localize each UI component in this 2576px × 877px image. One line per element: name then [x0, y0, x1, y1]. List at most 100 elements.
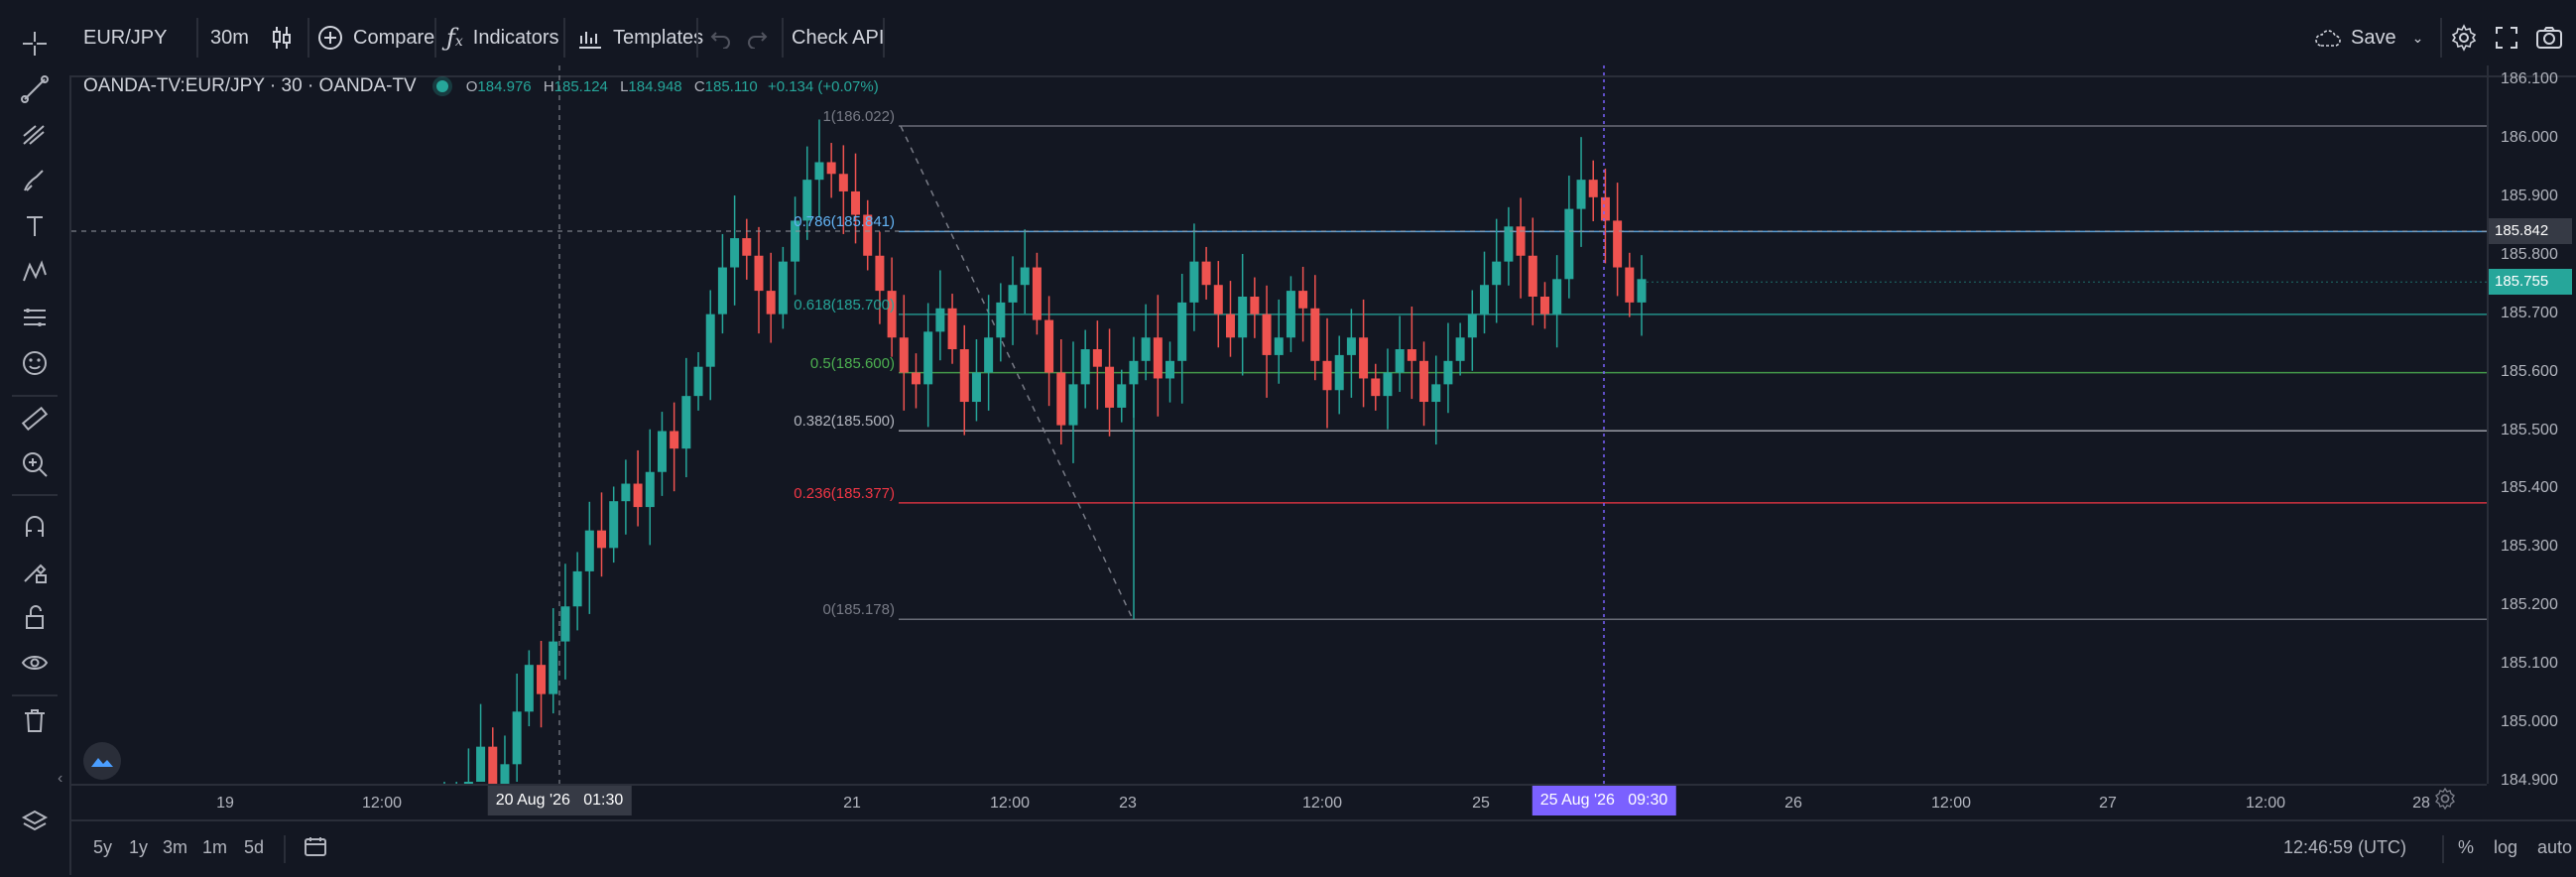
- magnet-icon[interactable]: [15, 506, 55, 546]
- candle-up: [1346, 337, 1356, 355]
- log-toggle[interactable]: log: [2494, 837, 2518, 857]
- price-tick-label: 185.700: [2501, 304, 2558, 321]
- candle-up: [1286, 291, 1295, 338]
- lock-drawing-icon[interactable]: [15, 552, 55, 591]
- save-button[interactable]: Save ⌄: [2313, 0, 2423, 75]
- candle-up: [814, 162, 824, 181]
- templates-button[interactable]: Templates: [577, 0, 703, 75]
- trend-line-icon[interactable]: [15, 69, 55, 109]
- indicators-button[interactable]: ƒx Indicators: [446, 0, 559, 75]
- candle-up: [1443, 360, 1453, 385]
- candle-down: [1225, 313, 1235, 338]
- check-api-label: Check API: [792, 26, 885, 49]
- range-1m[interactable]: 1m: [202, 837, 228, 857]
- candle-down: [1250, 296, 1260, 314]
- candle-down: [754, 255, 764, 292]
- candle-up: [621, 483, 631, 502]
- plus-circle-icon: [318, 26, 342, 50]
- clock-label[interactable]: 12:46:59 (UTC): [2283, 837, 2407, 857]
- logo-icon: [91, 758, 113, 767]
- candle-down: [596, 530, 606, 549]
- time-axis[interactable]: 19 12:00 21 12:00 23 12:00 25 26 12:00 27 12:00 28 2…: [71, 784, 2487, 819]
- settings-button[interactable]: [2450, 0, 2478, 75]
- candle-down: [1092, 349, 1102, 367]
- candle-down: [1407, 349, 1416, 361]
- layers-icon[interactable]: [15, 802, 55, 841]
- candle-up: [549, 641, 558, 694]
- price-tick-label: 184.900: [2501, 772, 2558, 789]
- range-5d[interactable]: 5d: [244, 837, 265, 857]
- ruler-icon[interactable]: [15, 399, 55, 438]
- chart-type-button[interactable]: [270, 0, 294, 75]
- price-axis[interactable]: 186.100 186.000 185.900 185.800 185.700 185.6…: [2487, 65, 2576, 789]
- time-tick-label: 12:00: [989, 795, 1031, 812]
- candle-down: [838, 174, 848, 191]
- candle-up: [1395, 349, 1405, 373]
- collapse-toolbar-icon[interactable]: ‹: [58, 770, 63, 787]
- templates-icon: [579, 32, 601, 49]
- candle-up: [463, 782, 473, 784]
- compare-button[interactable]: Compare: [317, 0, 434, 75]
- fib-level-label: 0.236(185.377): [794, 484, 895, 502]
- time-tick-label: 12:00: [1301, 795, 1343, 812]
- chart-pane[interactable]: [71, 65, 2487, 784]
- brush-icon[interactable]: [15, 161, 55, 200]
- compare-label: Compare: [353, 26, 435, 49]
- check-api-button[interactable]: Check API: [792, 0, 884, 75]
- zoom-in-icon[interactable]: [15, 444, 55, 484]
- symbol-search-button[interactable]: EUR/JPY: [83, 0, 167, 75]
- candle-down: [899, 337, 909, 373]
- range-5y[interactable]: 5y: [93, 837, 113, 857]
- candle-up: [609, 501, 619, 549]
- candle-up: [1117, 384, 1127, 408]
- prediction-icon[interactable]: [15, 298, 55, 337]
- chevron-down-icon[interactable]: ⌄: [2411, 29, 2424, 46]
- candle-up: [1576, 180, 1586, 209]
- emoji-icon[interactable]: [15, 343, 55, 383]
- date-range-button[interactable]: [304, 835, 327, 864]
- candle-up: [1480, 285, 1490, 314]
- candle-down: [1539, 296, 1549, 314]
- toolbar-divider: [434, 18, 436, 58]
- candle-down: [1600, 196, 1610, 221]
- axis-settings-icon[interactable]: [2433, 787, 2457, 815]
- candle-down: [947, 308, 957, 350]
- candle-down: [1371, 378, 1381, 397]
- crosshair-icon[interactable]: [15, 24, 55, 63]
- candle-up: [1274, 337, 1284, 355]
- redo-icon: [748, 32, 768, 49]
- candle-up: [996, 302, 1006, 338]
- fullscreen-button[interactable]: [2494, 0, 2519, 75]
- screenshot-button[interactable]: [2535, 0, 2563, 75]
- candlestick-chart[interactable]: [71, 65, 2487, 784]
- interval-label: 30m: [210, 26, 249, 49]
- trash-icon[interactable]: [15, 700, 55, 740]
- fib-tool-icon[interactable]: [15, 115, 55, 155]
- crosshair-time-badge-left: 20 Aug '26 01:30: [487, 786, 632, 815]
- auto-toggle[interactable]: auto: [2537, 837, 2573, 857]
- time-tick-label: 27: [2099, 795, 2117, 812]
- candle-up: [705, 313, 715, 367]
- undo-button[interactable]: [710, 0, 732, 75]
- tradingview-logo[interactable]: [83, 742, 121, 780]
- unlock-icon[interactable]: [15, 597, 55, 637]
- range-3m[interactable]: 3m: [163, 837, 188, 857]
- candle-up: [778, 261, 788, 314]
- percent-toggle[interactable]: %: [2458, 837, 2475, 857]
- eye-icon[interactable]: [15, 643, 55, 683]
- redo-button[interactable]: [746, 0, 768, 75]
- save-label: Save: [2351, 26, 2396, 49]
- interval-button[interactable]: 30m: [210, 0, 249, 75]
- toolbar-divider: [696, 18, 698, 58]
- candle-down: [1625, 267, 1635, 303]
- price-tick-label: 185.100: [2501, 655, 2558, 673]
- fib-trend-line: [900, 125, 1134, 620]
- candle-down: [826, 162, 836, 175]
- last-price-badge: 185.755: [2489, 269, 2572, 296]
- legend-title[interactable]: OANDA-TV:EUR/JPY · 30 · OANDA-TV: [83, 75, 417, 96]
- text-tool-icon[interactable]: [15, 206, 55, 246]
- pattern-icon[interactable]: [15, 252, 55, 292]
- toolbar-divider: [563, 18, 565, 58]
- range-1y[interactable]: 1y: [129, 837, 149, 857]
- candle-up: [524, 665, 534, 712]
